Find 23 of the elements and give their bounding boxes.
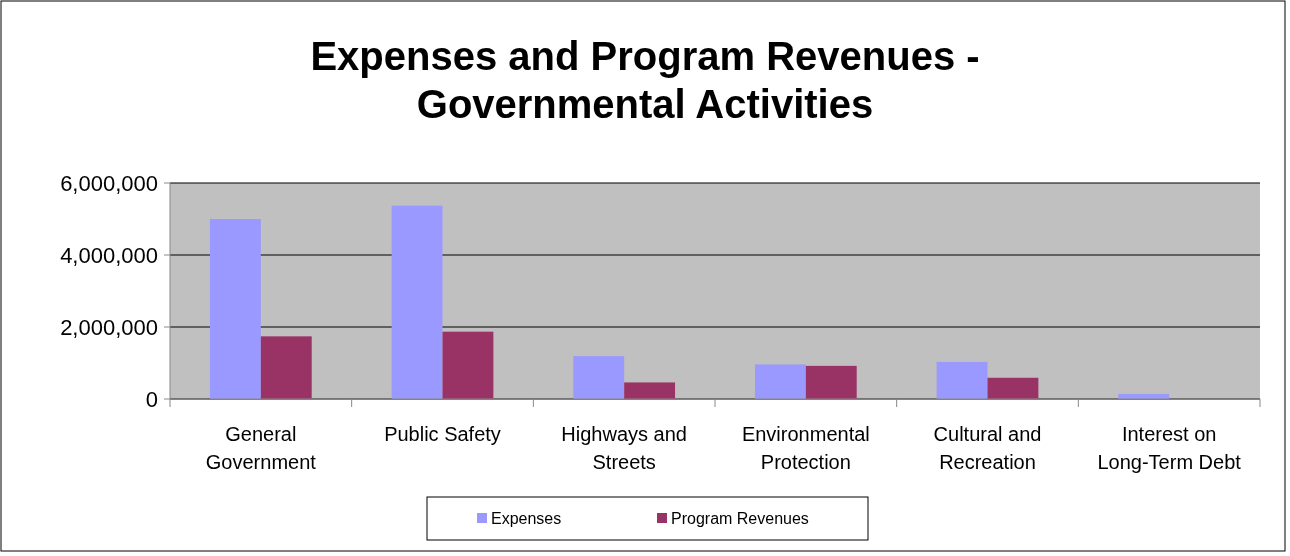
y-tick-label: 4,000,000 [60,242,158,268]
x-tick-label: Highways and Streets [561,423,687,473]
x-tick-label: Public Safety [384,423,501,445]
bar [936,361,988,399]
legend-label: Expenses [491,509,562,527]
legend-label: Program Revenues [671,509,809,527]
bar [754,364,806,399]
y-tick-label: 2,000,000 [60,314,158,340]
bar [624,382,676,399]
x-tick-label: Cultural and Recreation [933,423,1042,473]
bar [805,365,857,399]
x-tick-label: Environmental Protection [741,423,870,473]
chart-title: Expenses and Program Revenues - Governmental Activities [310,34,980,126]
bar [573,356,625,399]
x-tick-label: Interest on Long-Term Debt [1097,423,1242,473]
y-tick-label: 0 [145,386,158,412]
bar [391,205,443,399]
y-tick-label: 6,000,000 [60,170,158,196]
bar [442,331,494,399]
bar [209,219,261,399]
bar [987,377,1039,399]
bar [260,336,312,399]
x-tick-label: General Government [205,423,317,473]
